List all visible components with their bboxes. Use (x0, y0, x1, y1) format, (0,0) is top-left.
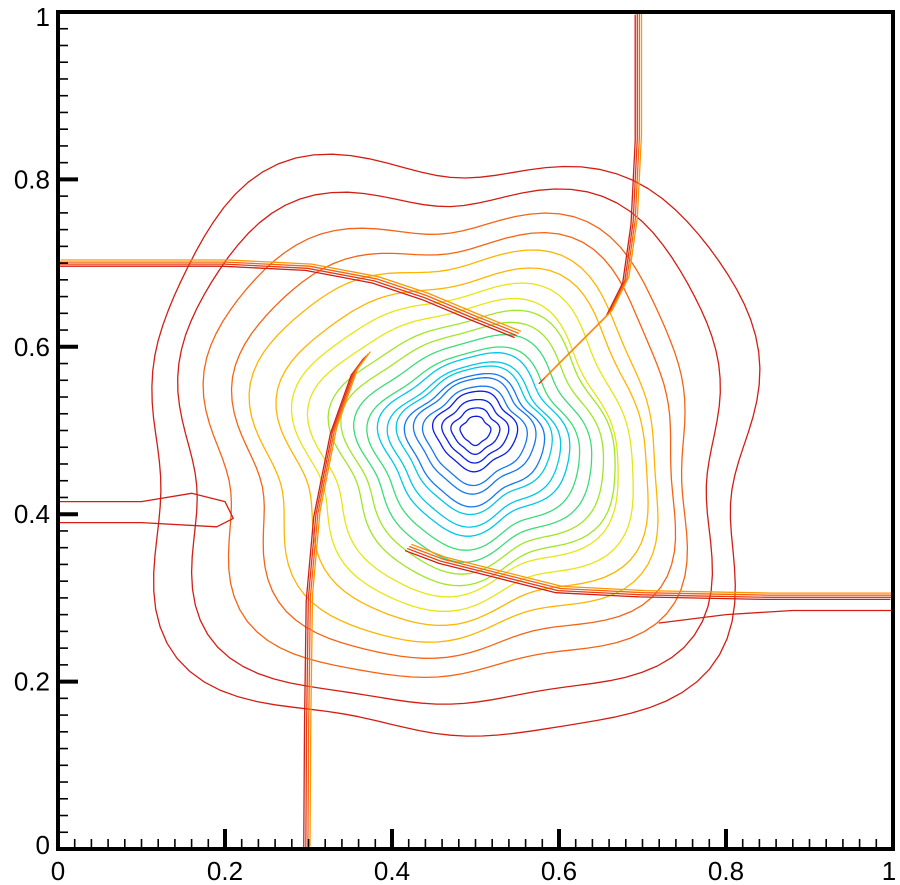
x-tick-label: 0 (51, 856, 65, 885)
contour-ring-13 (376, 352, 571, 537)
contour-ring-21 (450, 407, 501, 455)
contour-ring-7 (290, 282, 634, 612)
contour-lines (58, 153, 893, 737)
horizontal-shock-right-1 (407, 548, 893, 598)
contour-ring-15 (395, 365, 553, 516)
horizontal-shock-left-3 (60, 259, 522, 332)
contour-ring-20 (441, 398, 510, 464)
plot-frame (56, 10, 895, 851)
vertical-shock-top-2 (542, 12, 641, 380)
contour-ring-8 (306, 297, 619, 598)
contour-ring-22 (459, 415, 492, 447)
x-tick-label: 0.2 (207, 856, 243, 885)
vertical-shock-left-0 (303, 357, 365, 849)
y-tick-label: 0.4 (14, 499, 50, 529)
horizontal-shock-left-2 (58, 261, 519, 334)
y-tick-label: 0 (36, 830, 50, 860)
contour-ring-17 (412, 377, 537, 495)
contour-ring-18 (421, 385, 528, 487)
vertical-shock-left-3 (309, 351, 371, 847)
contour-ring-11 (353, 333, 593, 564)
x-tick-label: 0.4 (374, 856, 410, 885)
horizontal-shock-left-1 (58, 263, 517, 336)
axis-tick-labels: 0 0.2 0.4 0.6 0.8 1 0 0.2 0.4 0.6 0.8 1 (14, 2, 896, 885)
vertical-shock-top-3 (544, 12, 643, 378)
vertical-shock-left-2 (307, 353, 369, 849)
horizontal-shock-right-3 (411, 543, 893, 594)
contour-ring-1 (151, 153, 761, 737)
contour-ring-16 (403, 372, 546, 508)
horizontal-shock-left-0 (58, 265, 515, 339)
contour-ring-2 (177, 188, 721, 705)
contour-ring-10 (340, 321, 605, 575)
contour-ring-4 (230, 231, 677, 659)
contour-ring-9 (327, 309, 616, 587)
axis-ticks (56, 10, 895, 851)
x-tick-label: 0.6 (541, 856, 577, 885)
x-tick-label: 0.8 (708, 856, 744, 885)
vertical-shock-left-1 (305, 355, 367, 849)
shock-lines (58, 12, 893, 849)
contour-ring-14 (386, 361, 562, 528)
y-tick-label: 1 (36, 2, 50, 32)
y-tick-label: 0.8 (14, 164, 50, 194)
contour-ring-5 (248, 249, 659, 643)
vertical-shock-top-1 (540, 12, 638, 382)
x-tick-label: 1 (882, 856, 896, 885)
contour-left-tongue (58, 492, 234, 528)
horizontal-shock-right-0 (404, 550, 891, 601)
contour-right-tail (658, 609, 893, 624)
y-tick-label: 0.6 (14, 332, 50, 362)
contour-ring-6 (275, 267, 649, 627)
contour-ring-19 (431, 390, 519, 473)
contour-ring-12 (366, 346, 581, 551)
vertical-shock-top-0 (538, 14, 636, 385)
contour-ring-3 (202, 212, 689, 679)
horizontal-shock-right-2 (409, 545, 893, 596)
y-tick-label: 0.2 (14, 667, 50, 697)
